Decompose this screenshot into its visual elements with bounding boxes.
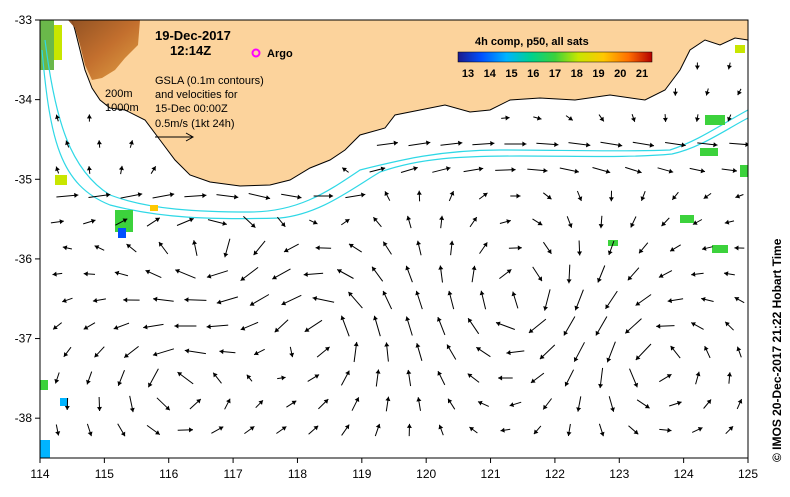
colorbar-tick-label: 15: [505, 68, 517, 80]
x-tick-label: 122: [545, 467, 565, 481]
colorbar-tick-label: 14: [484, 68, 497, 80]
colorbar-tick-label: 18: [571, 68, 583, 80]
colorbar: [458, 52, 652, 62]
x-tick-label: 120: [416, 467, 436, 481]
colorbar-ticks: 13 14 15 16 17 18 19 20 21: [462, 68, 648, 80]
gsla-line-2: and velocities for: [155, 89, 238, 101]
y-axis: -33 -34 -35 -36 -37 -38: [15, 13, 40, 425]
colorbar-tick-label: 16: [527, 68, 539, 80]
argo-label: Argo: [267, 48, 293, 60]
label-200m: 200m: [105, 88, 133, 100]
map-date: 19-Dec-2017: [155, 28, 231, 43]
colorbar-tick-label: 21: [636, 68, 648, 80]
colorbar-tick-label: 17: [549, 68, 561, 80]
gsla-line-1: GSLA (0.1m contours): [155, 75, 264, 87]
x-tick-label: 123: [609, 467, 629, 481]
offshore-pixels-green: [40, 20, 54, 70]
offshore-pixels-yellow: [54, 25, 62, 60]
colorbar-tick-label: 19: [592, 68, 604, 80]
x-tick-label: 114: [30, 467, 49, 481]
x-tick-label: 119: [352, 467, 371, 481]
y-tick-label: -38: [15, 411, 33, 425]
y-tick-label: -35: [15, 172, 33, 186]
x-tick-label: 115: [95, 467, 114, 481]
y-tick-label: -34: [15, 93, 33, 107]
gsla-line-4: 0.5m/s (1kt 24h): [155, 118, 234, 130]
y-tick-label: -33: [15, 13, 33, 27]
colorbar-title: 4h comp, p50, all sats: [475, 36, 589, 48]
y-tick-label: -37: [15, 332, 33, 346]
x-tick-label: 117: [224, 467, 243, 481]
x-axis: 114 115 116 117 118 119 120 121 122 123 124 125: [30, 458, 758, 481]
x-tick-label: 125: [738, 467, 758, 481]
y-tick-label: -36: [15, 252, 33, 266]
x-tick-label: 116: [159, 467, 178, 481]
colorbar-tick-label: 20: [614, 68, 626, 80]
colorbar-tick-label: 13: [462, 68, 474, 80]
gsla-line-3: 15-Dec 00:00Z: [155, 103, 228, 115]
credit-text: © IMOS 20-Dec-2017 21:22 Hobart Time: [770, 238, 784, 462]
x-tick-label: 121: [481, 467, 501, 481]
x-tick-label: 118: [288, 467, 307, 481]
map-time: 12:14Z: [170, 43, 211, 58]
x-tick-label: 124: [674, 467, 694, 481]
label-1000m: 1000m: [105, 102, 139, 114]
